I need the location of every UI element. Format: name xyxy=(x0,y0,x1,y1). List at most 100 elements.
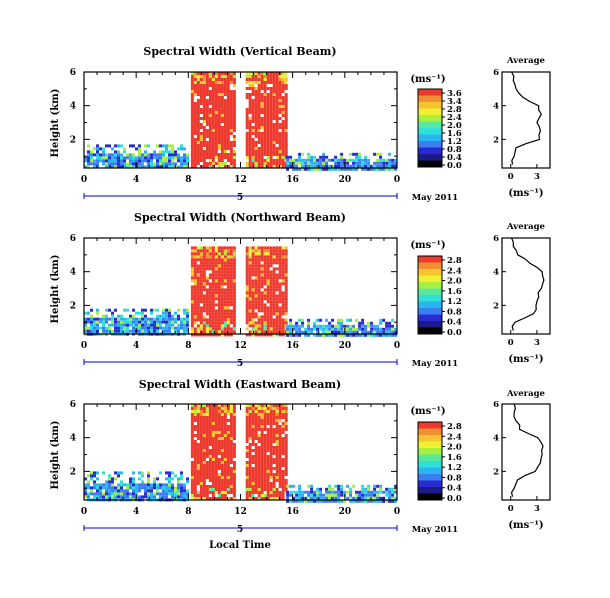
heat-cell xyxy=(254,446,258,449)
heat-cell xyxy=(199,452,203,455)
heat-cell xyxy=(220,488,224,491)
heat-cell xyxy=(87,474,90,478)
heat-cell xyxy=(278,437,282,440)
heat-cell xyxy=(269,321,273,325)
heat-cell xyxy=(211,315,215,319)
heat-cell xyxy=(211,156,215,159)
heat-cell xyxy=(263,144,267,147)
heat-cell xyxy=(226,255,230,259)
heatmap-region xyxy=(190,246,236,337)
heat-cell xyxy=(190,99,194,102)
heat-cell xyxy=(278,246,282,250)
heat-cell xyxy=(275,276,279,280)
heat-cell xyxy=(245,461,249,464)
heat-cell xyxy=(286,493,290,497)
heat-cell xyxy=(272,315,276,319)
heat-cell xyxy=(177,323,180,327)
heat-cell xyxy=(180,317,183,321)
heat-cell xyxy=(263,162,267,165)
heat-cell xyxy=(193,162,197,165)
heat-cell xyxy=(292,327,296,331)
heat-cell xyxy=(340,152,344,156)
heat-cell xyxy=(208,306,212,310)
heat-cell xyxy=(193,318,197,322)
heat-cell xyxy=(364,164,368,168)
heat-cell xyxy=(313,158,317,162)
heat-cell xyxy=(202,117,206,120)
heat-cell xyxy=(257,132,261,135)
heat-cell xyxy=(263,267,267,271)
heat-cell xyxy=(196,485,200,488)
heat-cell xyxy=(272,440,276,443)
heat-cell xyxy=(251,108,255,111)
heat-cell xyxy=(196,446,200,449)
heat-cell xyxy=(269,288,273,292)
heat-cell xyxy=(105,329,108,333)
heat-cell xyxy=(245,141,249,144)
heat-cell xyxy=(334,158,338,162)
heat-cell xyxy=(278,291,282,295)
heat-cell xyxy=(364,158,368,162)
heat-cell xyxy=(263,270,267,274)
heat-cell xyxy=(226,497,230,500)
heat-cell xyxy=(217,422,221,425)
heat-cell xyxy=(220,294,224,298)
heat-cell xyxy=(232,135,236,138)
heat-cell xyxy=(260,443,264,446)
heat-cell xyxy=(214,425,218,428)
heat-cell xyxy=(275,246,279,250)
heat-cell xyxy=(165,471,168,475)
heat-cell xyxy=(382,499,386,503)
heat-cell xyxy=(337,484,341,488)
heat-cell xyxy=(301,321,305,325)
heat-cell xyxy=(193,264,197,268)
heat-cell xyxy=(120,317,123,321)
heat-cell xyxy=(248,485,252,488)
colorbar: 2.82.42.01.61.20.80.40.0 xyxy=(417,421,462,504)
heat-cell xyxy=(196,491,200,494)
heat-cell xyxy=(223,132,227,135)
heat-cell xyxy=(205,416,209,419)
heat-cell xyxy=(248,102,252,105)
heat-cell xyxy=(229,144,233,147)
y-tick-label: 2 xyxy=(70,301,76,311)
heat-cell xyxy=(248,156,252,159)
heat-cell xyxy=(147,317,150,321)
heat-cell xyxy=(205,419,209,422)
heat-cell xyxy=(248,410,252,413)
heat-cell xyxy=(382,493,386,497)
heat-cell xyxy=(102,162,105,166)
heat-cell xyxy=(156,144,159,148)
colorbar-label: 1.6 xyxy=(447,129,462,139)
heat-cell xyxy=(214,315,218,319)
heat-cell xyxy=(328,330,332,334)
heat-cell xyxy=(93,329,96,333)
heat-cell xyxy=(278,315,282,319)
heat-cell xyxy=(275,153,279,156)
heat-cell xyxy=(334,493,338,497)
heat-cell xyxy=(248,108,252,111)
heat-cell xyxy=(334,499,338,503)
colorbar-label: 0.0 xyxy=(447,328,462,338)
heat-cell xyxy=(232,252,236,256)
heat-cell xyxy=(275,159,279,162)
colorbar-unit: (ms⁻¹) xyxy=(410,74,445,85)
heat-cell xyxy=(126,153,129,157)
heat-cell xyxy=(226,126,230,129)
heat-cell xyxy=(211,162,215,165)
heat-cell xyxy=(205,309,209,313)
heat-cell xyxy=(165,144,168,148)
heat-cell xyxy=(199,288,203,292)
heat-cell xyxy=(328,327,332,331)
heat-cell xyxy=(322,490,326,494)
heat-cell xyxy=(193,135,197,138)
heat-cell xyxy=(117,144,120,148)
heat-cell xyxy=(105,326,108,330)
heat-cell xyxy=(202,413,206,416)
heat-cell xyxy=(199,150,203,153)
heat-cell xyxy=(260,488,264,491)
heat-cell xyxy=(281,291,285,295)
heat-cell xyxy=(272,132,276,135)
heat-cell xyxy=(232,333,236,337)
heat-cell xyxy=(223,291,227,295)
